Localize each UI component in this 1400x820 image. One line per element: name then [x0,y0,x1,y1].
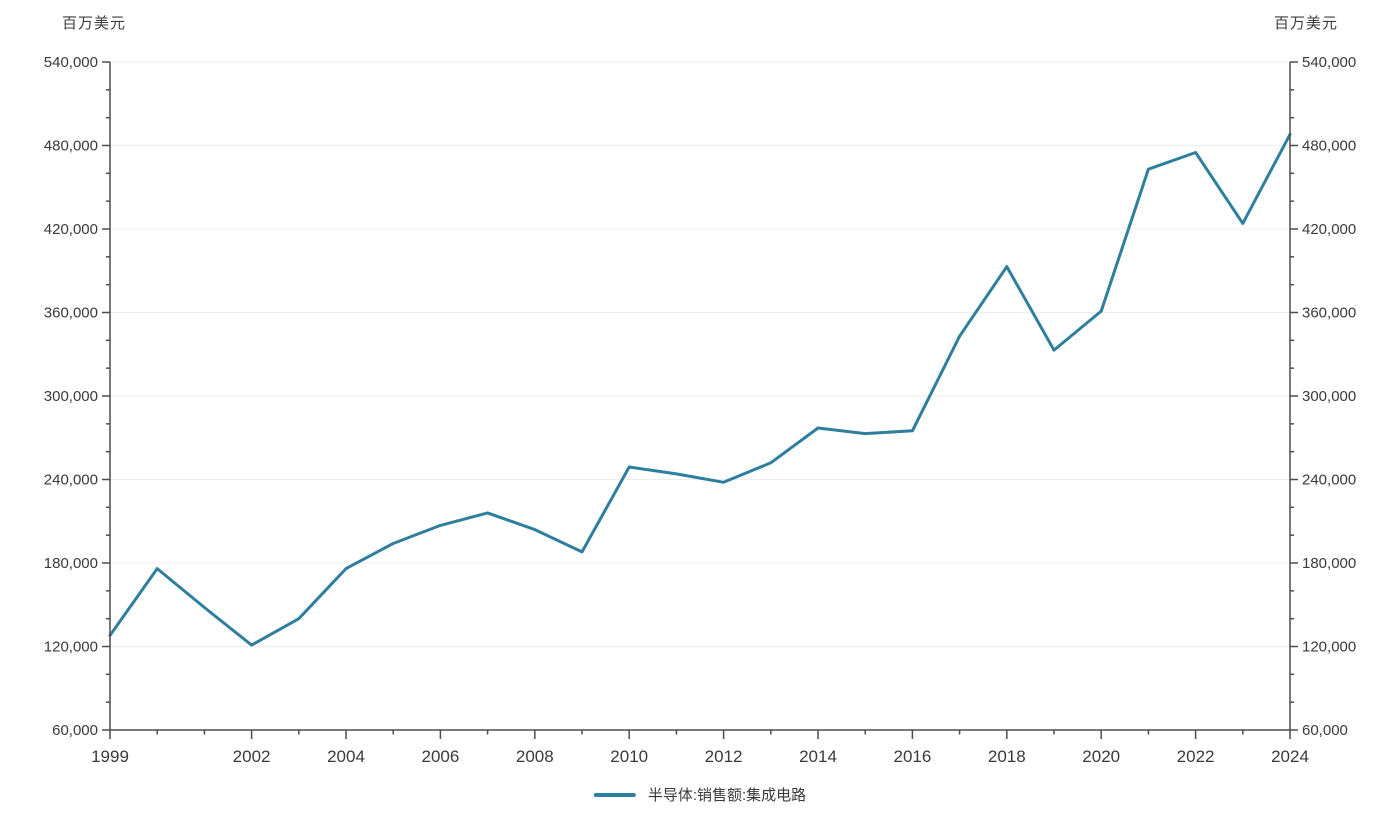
y-axis-tick-label: 120,000 [1302,639,1356,656]
x-axis-tick-label: 2020 [1082,747,1120,766]
y-axis-tick-label: 180,000 [44,555,98,572]
x-axis-tick-label: 2012 [705,747,743,766]
x-axis-tick-label: 2018 [988,747,1026,766]
x-axis-tick-label: 2004 [327,747,365,766]
series-line [108,132,1292,647]
x-axis-tick-label: 1999 [91,747,129,766]
right-axis-unit-label: 百万美元 [1273,15,1338,32]
x-axis-tick-label: 2014 [799,747,837,766]
legend-line-swatch[interactable] [593,792,636,797]
y-axis-tick-label: 60,000 [52,722,98,739]
y-axis-tick-label: 300,000 [1302,388,1356,405]
y-axis-tick-label: 120,000 [44,639,98,656]
y-axis-tick-label: 360,000 [1302,305,1356,322]
x-axis-tick-label: 2006 [421,747,459,766]
left-axis-unit-label: 百万美元 [62,15,127,32]
y-axis-tick-label: 60,000 [1302,722,1348,739]
y-axis-tick-label: 540,000 [1302,54,1356,71]
y-axis-tick-label: 420,000 [44,221,98,238]
y-axis-tick-label: 360,000 [44,305,98,322]
y-axis-tick-label: 180,000 [1302,555,1356,572]
y-axis-tick-label: 480,000 [44,138,98,155]
legend-series-label[interactable]: 半导体:销售额:集成电路 [647,787,807,804]
x-axis-tick-label: 2010 [610,747,648,766]
x-axis-tick-label: 2016 [893,747,931,766]
x-axis-tick-label: 2008 [516,747,554,766]
x-axis-tick-label: 2022 [1177,747,1215,766]
y-axis-tick-label: 540,000 [44,54,98,71]
x-axis-tick-label: 2002 [233,747,271,766]
y-axis-tick-label: 300,000 [44,388,98,405]
y-axis-tick-label: 240,000 [44,472,98,489]
y-axis-tick-label: 240,000 [1302,472,1356,489]
y-axis-tick-label: 420,000 [1302,221,1356,238]
x-axis-tick-label: 2024 [1271,747,1309,766]
y-axis-tick-label: 480,000 [1302,138,1356,155]
legend: 半导体:销售额:集成电路 [593,784,807,805]
